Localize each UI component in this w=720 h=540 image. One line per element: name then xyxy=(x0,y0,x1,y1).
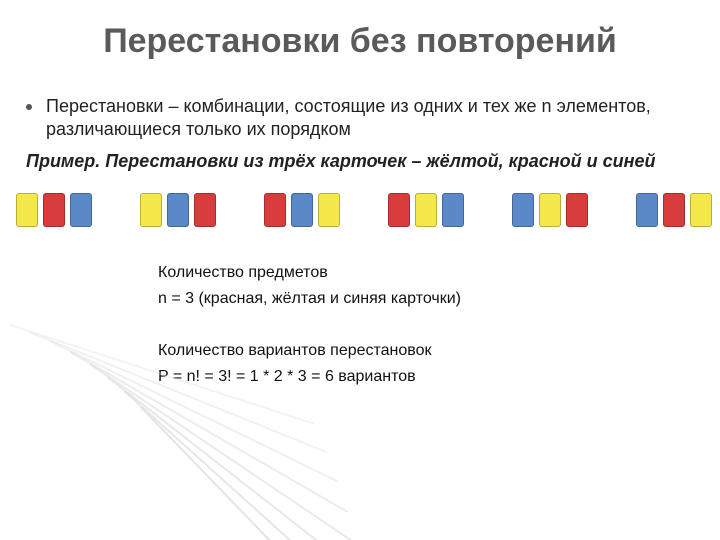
card-blue xyxy=(636,193,658,227)
card-blue xyxy=(70,193,92,227)
card-red xyxy=(388,193,410,227)
card-yellow xyxy=(690,193,712,227)
n-equation: n = 3 (красная, жёлтая и синяя карточки) xyxy=(158,288,461,310)
card-group xyxy=(636,193,712,227)
definition-row: Перестановки – комбинации, состоящие из … xyxy=(26,95,686,140)
card-red xyxy=(43,193,65,227)
card-red xyxy=(566,193,588,227)
card-red xyxy=(264,193,286,227)
card-yellow xyxy=(140,193,162,227)
card-group xyxy=(264,193,340,227)
card-group xyxy=(140,193,216,227)
card-group xyxy=(388,193,464,227)
permutations-row xyxy=(16,193,712,227)
card-yellow xyxy=(539,193,561,227)
definition-text: Перестановки – комбинации, состоящие из … xyxy=(46,95,686,140)
card-red xyxy=(194,193,216,227)
card-yellow xyxy=(318,193,340,227)
card-yellow xyxy=(415,193,437,227)
card-group xyxy=(16,193,92,227)
count-items-label: Количество предметов xyxy=(158,262,328,284)
card-group xyxy=(512,193,588,227)
corner-decoration xyxy=(0,310,230,540)
example-text: Пример. Перестановки из трёх карточек – … xyxy=(26,150,686,173)
bullet-dot xyxy=(26,104,32,110)
card-blue xyxy=(512,193,534,227)
slide-title: Перестановки без повторений xyxy=(0,22,720,61)
card-yellow xyxy=(16,193,38,227)
card-red xyxy=(663,193,685,227)
card-blue xyxy=(442,193,464,227)
card-blue xyxy=(291,193,313,227)
card-blue xyxy=(167,193,189,227)
